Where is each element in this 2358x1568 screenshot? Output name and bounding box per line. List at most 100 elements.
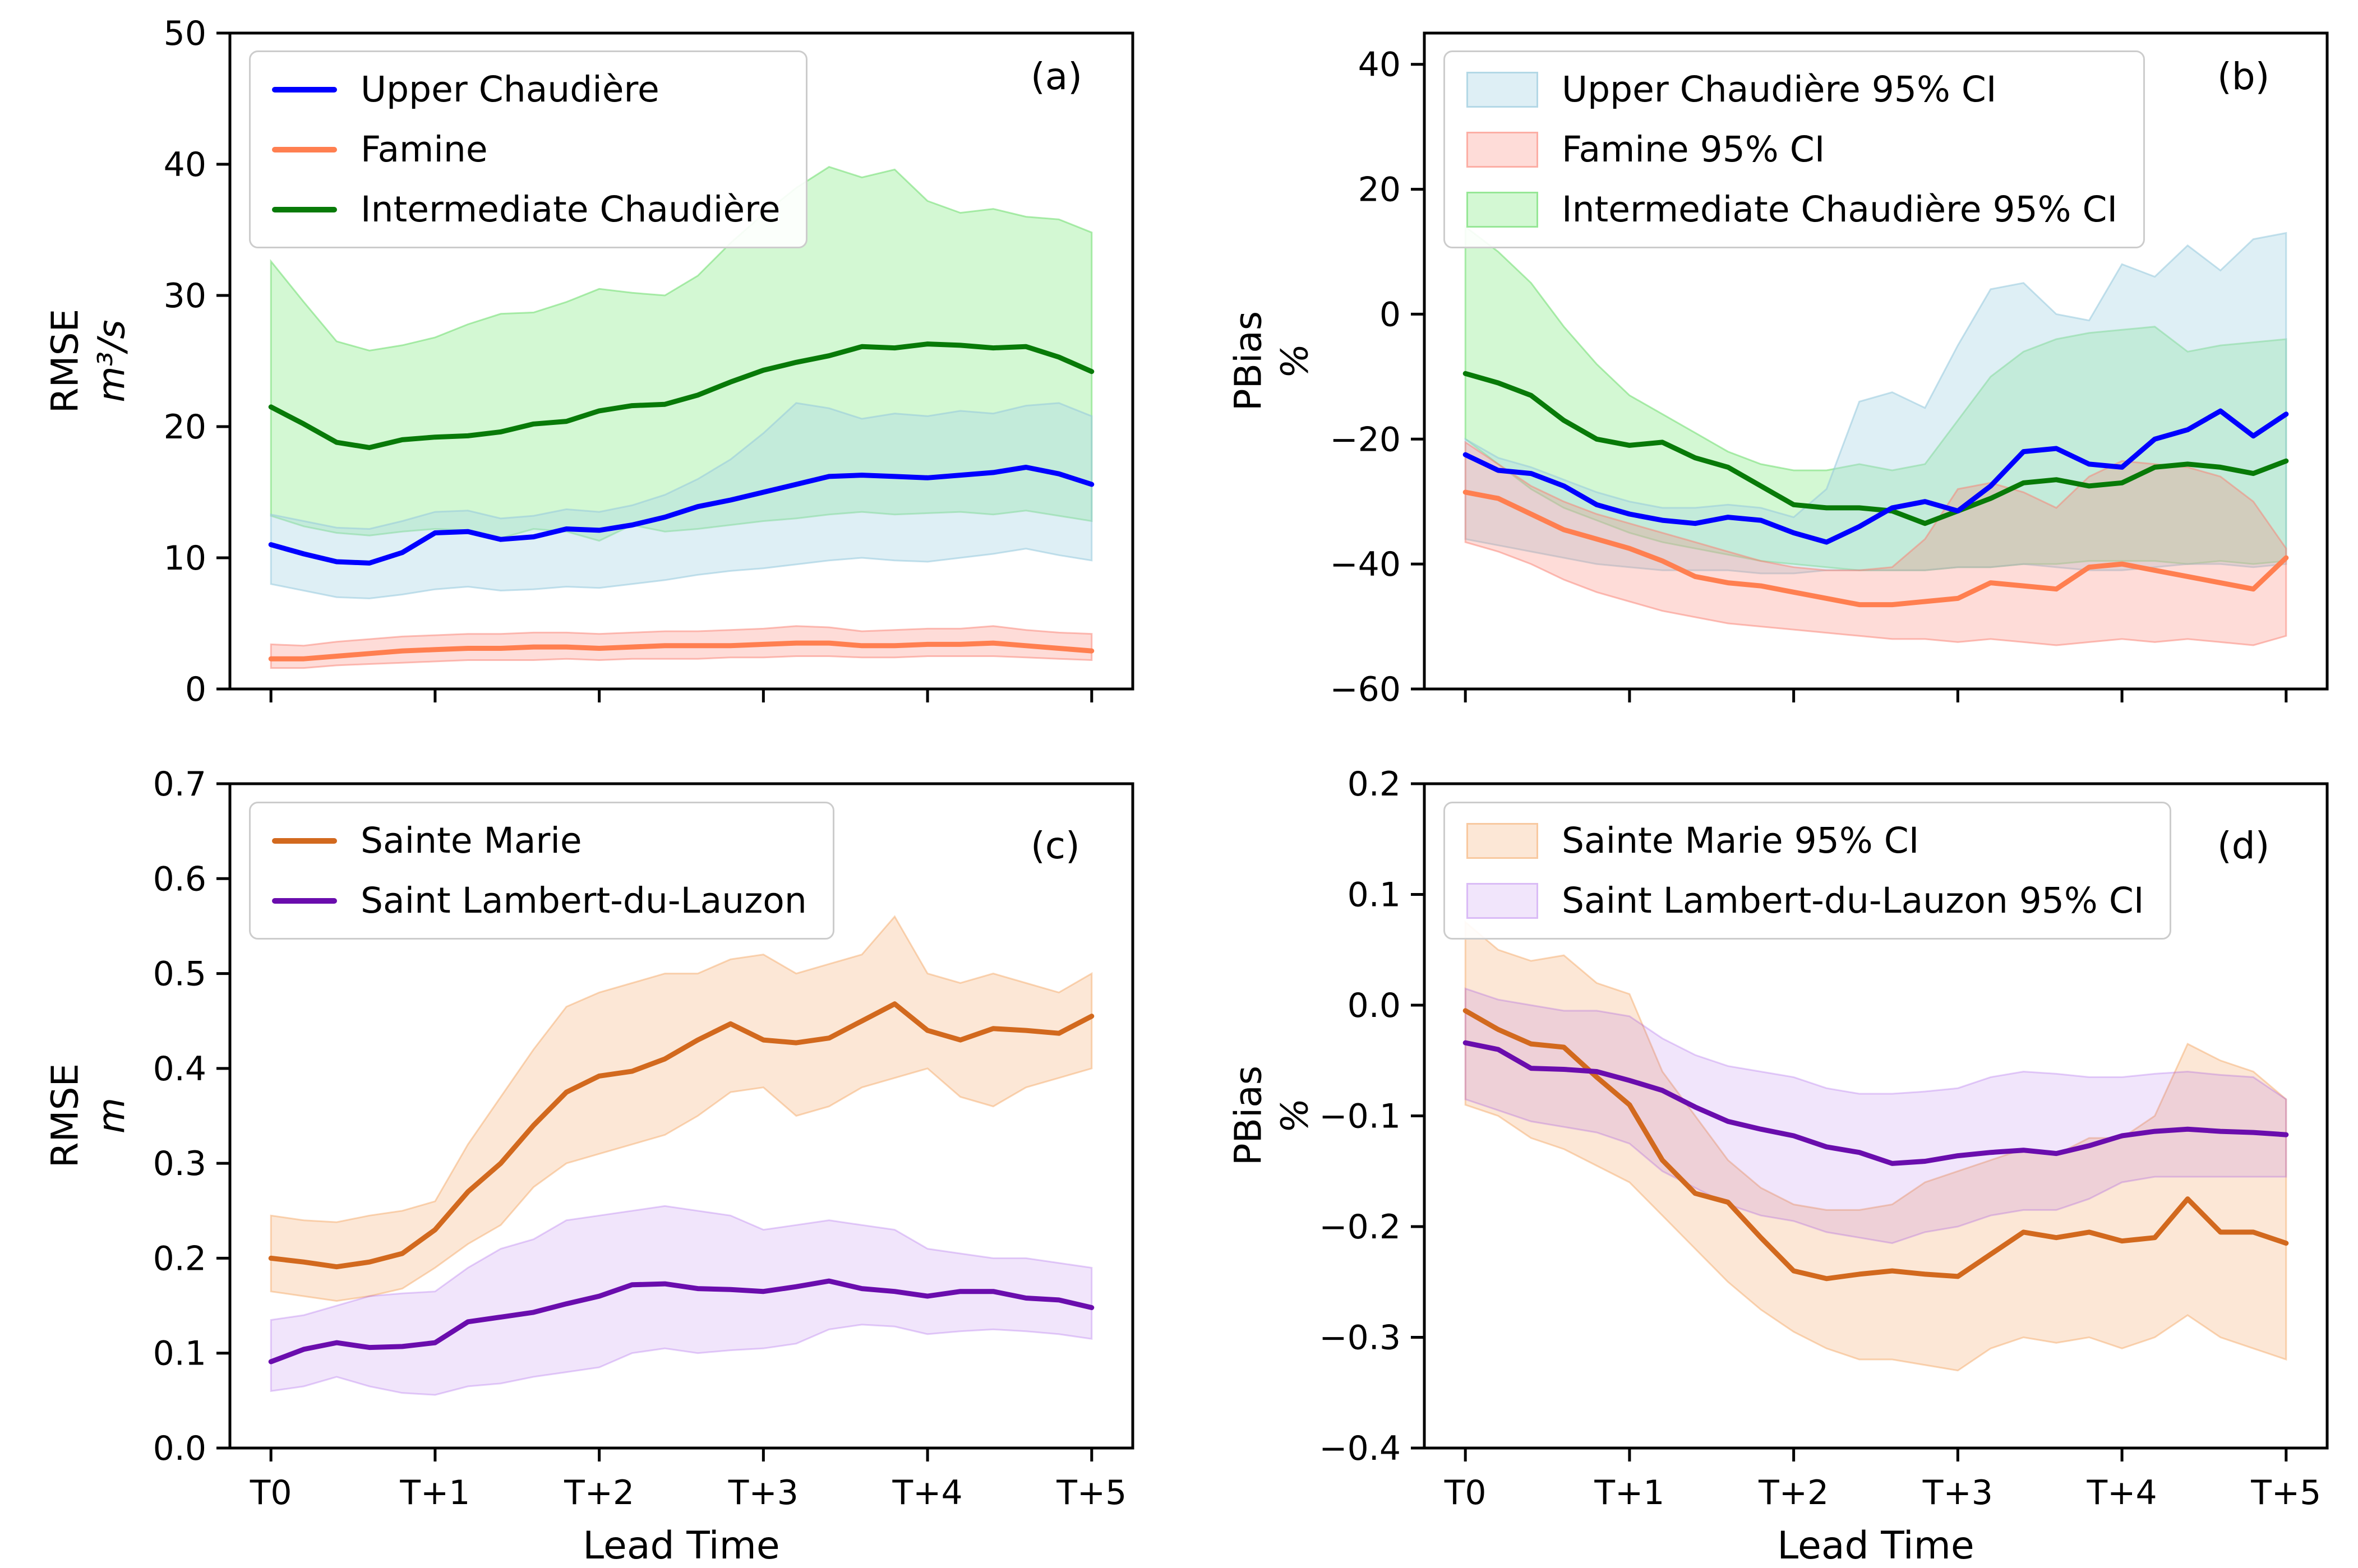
series-b-famine [1462,489,2289,608]
panel-d-y-axis-label: PBias % [1226,1066,1318,1165]
y-axis-label-unit: m [90,1097,133,1134]
y-tick-label-d: −0.1 [1319,1097,1401,1136]
y-tick-label-a: 50 [164,14,206,53]
y-tick-label-c: 0.1 [153,1334,206,1373]
x-tick-label-d: T0 [1444,1473,1487,1513]
y-tick-label-c: 0.6 [153,859,206,899]
panel-d-chart: −0.4 −0.3 −0.2 −0.1 0.0 0.1 0.2 T0 T+1 T+2 T+3 T+4 T… [1319,765,2329,1513]
legend-patch-swatch [1466,131,1538,168]
y-axis-label-metric: RMSE [43,308,87,414]
y-tick-label-d: −0.4 [1319,1429,1401,1468]
legend-item: Famine 95% CI [1466,129,2117,170]
x-tick-label-d: T+4 [2087,1473,2157,1513]
y-tick-label-b: 0 [1379,295,1401,334]
y-tick-label-a: 10 [164,539,206,578]
legend-item: Saint Lambert-du-Lauzon [272,880,807,921]
band-c-sainte-marie [270,915,1093,1302]
y-axis-label-metric: RMSE [43,1063,87,1168]
plot-area-c [268,915,1095,1396]
series-d-sainte-marie [1462,1008,2289,1282]
y-tick-label-b: 40 [1358,45,1401,85]
legend-item: Upper Chaudière [272,69,780,110]
legend-line-swatch [272,86,337,92]
panel-c-y-axis-label: RMSE m [43,1063,135,1168]
y-axis-label-unit: % [1273,343,1316,379]
y-tick-label-c: 0.5 [153,955,206,994]
legend-item: Saint Lambert-du-Lauzon 95% CI [1466,880,2144,921]
y-tick-label-b: −20 [1330,420,1401,459]
y-tick-label-c: 0.0 [153,1429,206,1468]
x-tick-label-d: T+1 [1594,1473,1664,1513]
series-b-intermediate-chaudi-re [1462,371,2289,526]
legend-patch-swatch [1466,822,1538,859]
series-c-saint-lambert-du-lauzon [268,1278,1095,1365]
panel-a-chart: 0 10 20 30 40 50 [164,14,1134,709]
legend-line-swatch [272,146,337,152]
legend-patch-swatch [1466,882,1538,919]
axes-spines-a [228,31,1134,691]
y-tick-label-c: 0.4 [153,1049,206,1089]
legend-line-swatch [272,206,337,212]
panel-a-tag: (a) [1031,55,1082,98]
x-tick-label-c: T+5 [1056,1473,1127,1513]
legend-label: Sainte Marie [361,820,582,861]
axes-spines-b [1423,31,2329,691]
band-a-upper-chaudi-re [270,402,1093,600]
series-b-upper-chaudi-re [1462,408,2289,545]
panel-b-y-axis-label: PBias % [1226,311,1318,411]
y-tick-label-c: 0.2 [153,1239,206,1278]
panel-b-tag: (b) [2217,55,2270,98]
series-a-upper-chaudi-re [268,465,1095,566]
y-tick-label-a: 0 [185,670,206,709]
band-c-saint-lambert-du-lauzon [270,1205,1093,1396]
legend-patch-swatch [1466,71,1538,108]
y-axis-label-metric: PBias [1226,1065,1270,1166]
plot-area-b [1462,225,2289,646]
legend-label: Upper Chaudière 95% CI [1562,69,1997,110]
y-tick-label-c: 0.7 [153,765,206,804]
series-a-famine [268,640,1095,662]
x-tick-label-c: T0 [250,1473,292,1513]
panel-d-x-axis-label: Lead Time [1777,1524,1974,1568]
panel-b-chart: −60 −40 −20 0 20 40 [1330,31,2329,709]
series-c-sainte-marie [268,1001,1095,1270]
legend-item: Sainte Marie 95% CI [1466,820,2144,861]
y-tick-label-d: 0.0 [1348,986,1401,1025]
axes-spines-c [228,782,1134,1450]
y-tick-label-c: 0.3 [153,1144,206,1183]
x-tick-label-c: T+1 [399,1473,470,1513]
legend-label: Famine 95% CI [1562,129,1825,170]
x-tick-label-d: T+5 [2250,1473,2321,1513]
panel-a-legend: Upper Chaudière Famine Intermediate Chaudi… [249,50,808,248]
x-tick-label-d: T+2 [1758,1473,1829,1513]
panel-c-tag: (c) [1031,824,1080,867]
y-tick-label-d: 0.1 [1348,876,1401,915]
legend-label: Intermediate Chaudière [361,189,781,230]
legend-label: Intermediate Chaudière 95% CI [1562,189,2118,230]
x-tick-label-c: T+2 [564,1473,634,1513]
y-axis-label-unit: % [1273,1098,1316,1134]
legend-item: Intermediate Chaudière 95% CI [1466,189,2117,230]
y-tick-label-b: −40 [1330,545,1401,584]
band-b-famine [1464,441,2287,646]
panel-d-tag: (d) [2217,824,2270,867]
legend-label: Sainte Marie 95% CI [1562,820,1919,861]
panel-b: −60 −40 −20 0 20 40 PBias % Upper Chaudière 9… [1179,0,2358,746]
y-axis-label-unit: m³/s [90,320,133,403]
panel-c: 0.0 0.1 0.2 0.3 0.4 0.5 0.6 0.7 T0 T+1 T+2 T+3 T+4 T+… [0,746,1179,1568]
legend-line-swatch [272,898,337,904]
panel-a-y-axis-label: RMSE m³/s [43,309,135,413]
legend-patch-swatch [1466,191,1538,228]
y-tick-label-d: −0.2 [1319,1208,1401,1247]
legend-label: Upper Chaudière [361,69,659,110]
x-tick-label-d: T+3 [1922,1473,1993,1513]
y-tick-label-d: 0.2 [1348,765,1401,804]
legend-label: Saint Lambert-du-Lauzon [361,880,807,921]
series-d-saint-lambert-du-lauzon [1462,1040,2289,1166]
y-tick-label-b: −60 [1330,670,1401,709]
y-axis-label-metric: PBias [1226,311,1270,411]
x-tick-label-c: T+4 [892,1473,963,1513]
legend-item: Upper Chaudière 95% CI [1466,69,2117,110]
legend-label: Famine [361,129,488,170]
